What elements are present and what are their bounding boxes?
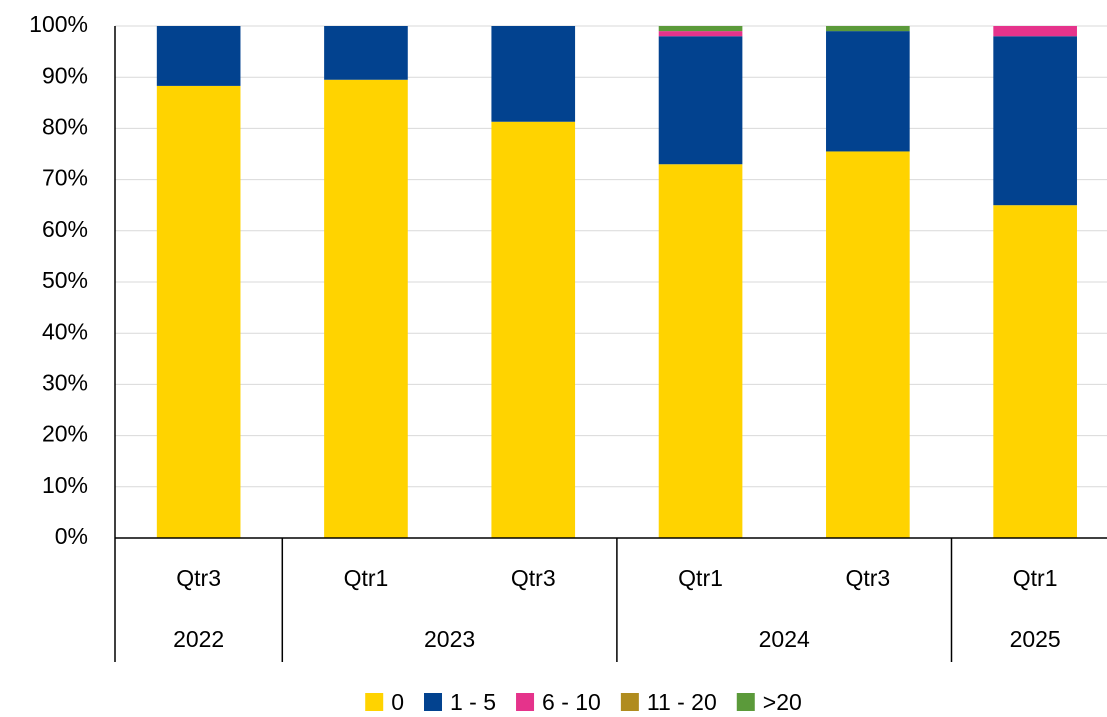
group-label: 2022 <box>173 626 224 652</box>
y-tick-label: 40% <box>42 318 88 344</box>
y-tick-label: 20% <box>42 421 88 447</box>
bar-segment <box>826 26 910 32</box>
bar-segment <box>324 79 408 538</box>
y-tick-label: 100% <box>29 11 88 37</box>
bar-segment <box>658 36 743 165</box>
x-tick-label: Qtr3 <box>176 565 221 591</box>
group-label: 2024 <box>759 626 810 652</box>
x-tick-label: Qtr3 <box>511 565 556 591</box>
bar-segment <box>993 36 1077 206</box>
bar-segment <box>658 164 743 539</box>
legend-swatch <box>424 693 443 711</box>
x-tick-label: Qtr1 <box>1013 565 1058 591</box>
legend-swatch <box>516 693 535 711</box>
legend-label: 1 - 5 <box>450 689 496 715</box>
group-label: 2025 <box>1010 626 1061 652</box>
y-tick-label: 70% <box>42 165 88 191</box>
legend-label: 11 - 20 <box>647 689 717 715</box>
y-tick-label: 10% <box>42 472 88 498</box>
y-tick-label: 90% <box>42 62 88 88</box>
legend-swatch <box>365 693 384 711</box>
group-label: 2023 <box>424 626 475 652</box>
legend-label: >20 <box>763 689 802 715</box>
legend-swatch <box>620 693 639 711</box>
y-tick-label: 0% <box>55 523 88 549</box>
legend-label: 6 - 10 <box>542 689 601 715</box>
x-tick-label: Qtr1 <box>678 565 723 591</box>
bar-segment <box>826 151 910 538</box>
y-tick-label: 80% <box>42 113 88 139</box>
y-tick-label: 30% <box>42 369 88 395</box>
legend-label: 0 <box>391 689 404 715</box>
bar-segment <box>491 121 576 538</box>
y-tick-label: 50% <box>42 267 88 293</box>
bar-segment <box>156 85 241 539</box>
bar-segment <box>156 26 241 86</box>
legend-swatch <box>736 693 755 711</box>
bar-segment <box>491 26 576 122</box>
y-tick-label: 60% <box>42 216 88 242</box>
bar-segment <box>658 26 743 32</box>
x-tick-label: Qtr1 <box>344 565 389 591</box>
bar-segment <box>826 31 910 152</box>
bar-segment <box>993 205 1077 538</box>
bar-segment <box>993 26 1077 37</box>
bar-segment <box>658 31 743 37</box>
x-tick-label: Qtr3 <box>845 565 890 591</box>
bar-segment <box>324 26 408 80</box>
